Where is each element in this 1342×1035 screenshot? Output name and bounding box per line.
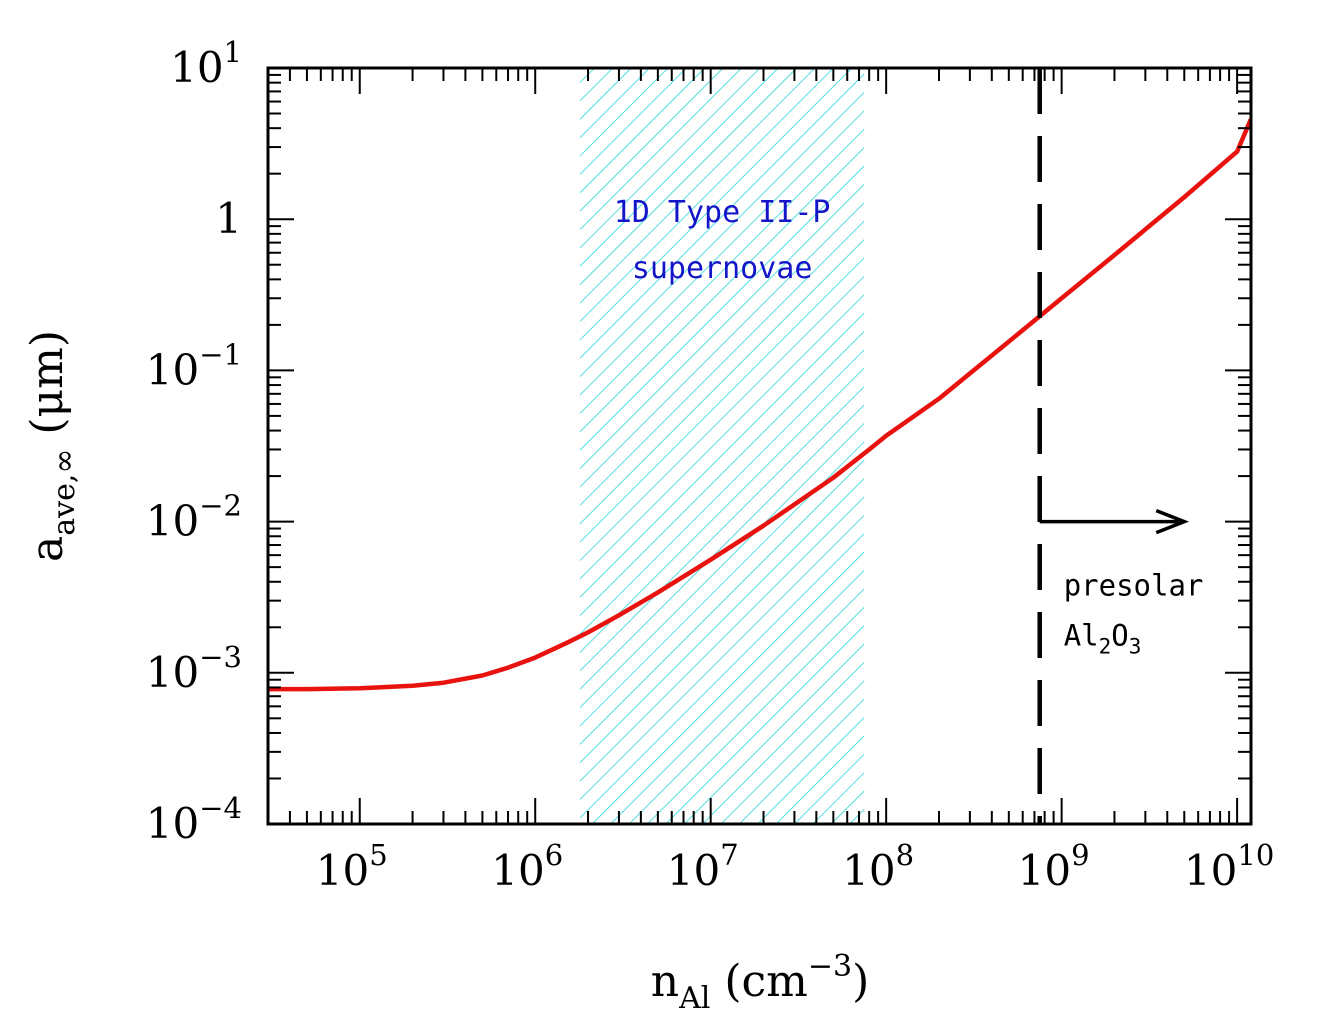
x-axis-title-base: n xyxy=(651,956,679,1007)
y-tick-label: 101 xyxy=(170,35,242,92)
formula-sub-3: 3 xyxy=(1129,635,1142,659)
y-axis-title-rest: (μm) xyxy=(22,330,73,449)
shaded-band xyxy=(580,68,865,824)
x-axis-title: nAl (cm−3) xyxy=(651,949,870,1016)
formula-al: Al xyxy=(1064,619,1099,653)
x-tick-label: 1010 xyxy=(1184,838,1274,895)
y-tick-label: 1 xyxy=(215,194,242,243)
x-tick-label: 108 xyxy=(842,838,914,895)
band-label-line-2: supernovae xyxy=(632,251,813,286)
annotation-text-presolar: presolar xyxy=(1064,569,1204,603)
y-tick-label: 10−4 xyxy=(146,791,242,848)
formula-o: O xyxy=(1111,619,1128,653)
axis-ticks xyxy=(267,67,1251,825)
annotation-arrowhead xyxy=(1155,508,1190,535)
axis-tick-labels: 105 106 107 108 109 1010 10−4 10−3 10−2 10−1 1 101 xyxy=(146,35,1274,895)
y-axis-title-sub: ave,∞ xyxy=(47,449,82,536)
y-tick-label: 10−3 xyxy=(146,640,242,697)
x-tick-label: 106 xyxy=(491,838,563,895)
x-tick-label: 109 xyxy=(1018,838,1090,895)
y-tick-label: 10−1 xyxy=(146,337,242,394)
y-tick-label: 10−2 xyxy=(146,489,242,546)
plot-frame xyxy=(266,66,1253,826)
x-axis-title-unit: (cm xyxy=(710,956,808,1007)
x-axis-title-unit-close: ) xyxy=(852,956,869,1007)
x-tick-label: 105 xyxy=(316,838,388,895)
x-axis-title-unit-exp: −3 xyxy=(808,949,852,984)
x-tick-label: 107 xyxy=(667,838,739,895)
formula-sub-2: 2 xyxy=(1099,635,1112,659)
y-axis-title: aave,∞ (μm) xyxy=(22,330,82,562)
band-label-line-1: 1D Type II-P xyxy=(614,195,831,230)
x-axis-title-sub: Al xyxy=(678,981,710,1016)
y-axis-title-base: a xyxy=(22,536,73,562)
annotation-text-formula: Al2O3 xyxy=(1064,619,1142,659)
series-line xyxy=(268,118,1251,692)
